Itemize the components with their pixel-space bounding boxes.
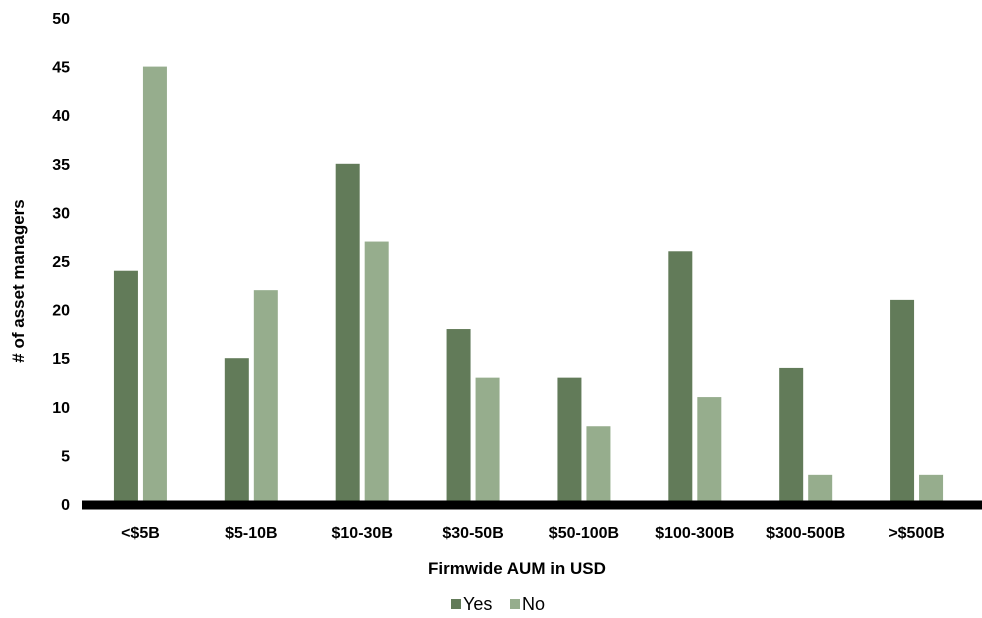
bar-no-7	[919, 474, 944, 504]
x-tick-label: $300-500B	[766, 525, 845, 542]
y-axis-title: # of asset managers	[9, 199, 28, 362]
y-tick-label: 45	[52, 60, 70, 77]
x-tick-label: $10-30B	[332, 525, 393, 542]
y-tick-label: 25	[52, 254, 70, 271]
legend-swatch-no	[510, 599, 520, 609]
bars	[113, 66, 944, 505]
x-axis-ticks: <$5B $5-10B $10-30B $30-50B $50-100B $100-300…	[121, 525, 945, 542]
bar-yes-3	[446, 329, 471, 504]
bar-no-5	[697, 397, 722, 504]
x-tick-label: $5-10B	[225, 525, 277, 542]
x-tick-label: $100-300B	[655, 525, 734, 542]
x-axis-title: Firmwide AUM in USD	[428, 559, 606, 578]
bar-yes-7	[890, 299, 915, 504]
x-tick-label: <$5B	[121, 525, 160, 542]
bar-yes-4	[557, 377, 582, 504]
y-tick-label: 20	[52, 303, 70, 320]
x-tick-label: $50-100B	[549, 525, 619, 542]
legend: Yes No	[451, 594, 545, 614]
legend-label-yes: Yes	[463, 594, 492, 614]
bar-yes-5	[668, 251, 693, 504]
legend-label-no: No	[522, 594, 545, 614]
y-tick-label: 30	[52, 205, 70, 222]
legend-swatch-yes	[451, 599, 461, 609]
bar-no-0	[142, 66, 167, 504]
y-axis-ticks: 0 5 10 15 20 25 30 35 40 45 50	[52, 11, 70, 514]
bar-no-1	[253, 290, 278, 504]
y-tick-label: 10	[52, 400, 70, 417]
y-tick-label: 5	[61, 448, 70, 465]
bar-yes-1	[224, 358, 249, 504]
x-tick-label: >$500B	[888, 525, 945, 542]
y-tick-label: 15	[52, 351, 70, 368]
bar-no-4	[586, 426, 611, 504]
bar-yes-2	[335, 163, 360, 505]
bar-no-2	[364, 241, 389, 504]
y-tick-label: 35	[52, 157, 70, 174]
bar-no-3	[475, 377, 500, 504]
y-tick-label: 40	[52, 108, 70, 125]
y-tick-label: 50	[52, 11, 70, 28]
bar-no-6	[808, 474, 833, 504]
bar-yes-0	[113, 270, 138, 504]
bar-yes-6	[779, 367, 804, 504]
x-tick-label: $30-50B	[442, 525, 503, 542]
y-tick-label: 0	[61, 497, 70, 514]
